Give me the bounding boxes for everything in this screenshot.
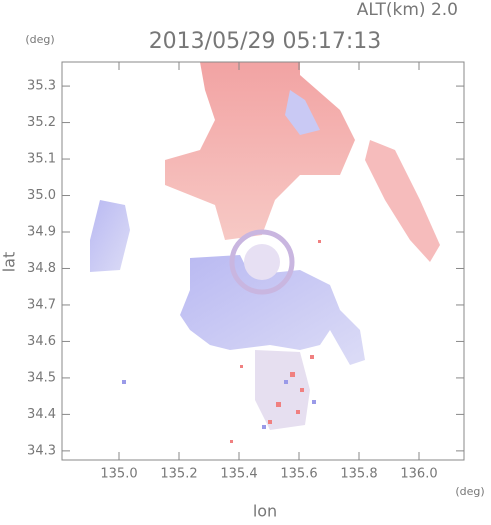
y-tick-label: 34.9 bbox=[27, 224, 56, 239]
y-unit: (deg) bbox=[25, 33, 54, 46]
y-tick-label: 35.1 bbox=[27, 152, 56, 167]
y-tick-label: 34.3 bbox=[27, 443, 56, 458]
negative-region bbox=[285, 90, 320, 135]
x-tick-label: 135.0 bbox=[100, 467, 137, 482]
y-tick-label: 35.0 bbox=[27, 188, 56, 203]
y-tick-label: 34.6 bbox=[27, 334, 56, 349]
x-tick-label: 135.4 bbox=[220, 467, 257, 482]
negative-region bbox=[180, 255, 365, 365]
y-tick-label: 35.2 bbox=[27, 115, 56, 130]
field bbox=[90, 62, 440, 443]
y-tick-label: 34.5 bbox=[27, 370, 56, 385]
y-tick-label: 34.7 bbox=[27, 297, 56, 312]
chart-title: 2013/05/29 05:17:13 bbox=[149, 29, 382, 54]
x-unit: (deg) bbox=[455, 485, 484, 498]
x-tick-label: 135.2 bbox=[160, 467, 197, 482]
y-tick-label: 34.4 bbox=[27, 407, 56, 422]
speckles bbox=[122, 380, 316, 429]
x-tick-label: 135.6 bbox=[280, 467, 317, 482]
y-tick-label: 35.3 bbox=[27, 79, 56, 94]
x-tick-label: 136.0 bbox=[400, 467, 437, 482]
y-tick-label: 34.8 bbox=[27, 261, 56, 276]
ring-core bbox=[244, 244, 280, 280]
ring bbox=[229, 229, 295, 295]
plot-frame bbox=[61, 61, 465, 461]
speckles bbox=[230, 240, 321, 443]
positive-region bbox=[165, 62, 355, 240]
y-axis-label: lat bbox=[0, 252, 19, 273]
subtitle: ALT(km) 2.0 bbox=[357, 0, 458, 20]
x-axis-label: lon bbox=[253, 502, 277, 521]
negative-region bbox=[90, 200, 130, 272]
positive-region bbox=[365, 140, 440, 262]
x-tick-label: 135.8 bbox=[340, 467, 377, 482]
